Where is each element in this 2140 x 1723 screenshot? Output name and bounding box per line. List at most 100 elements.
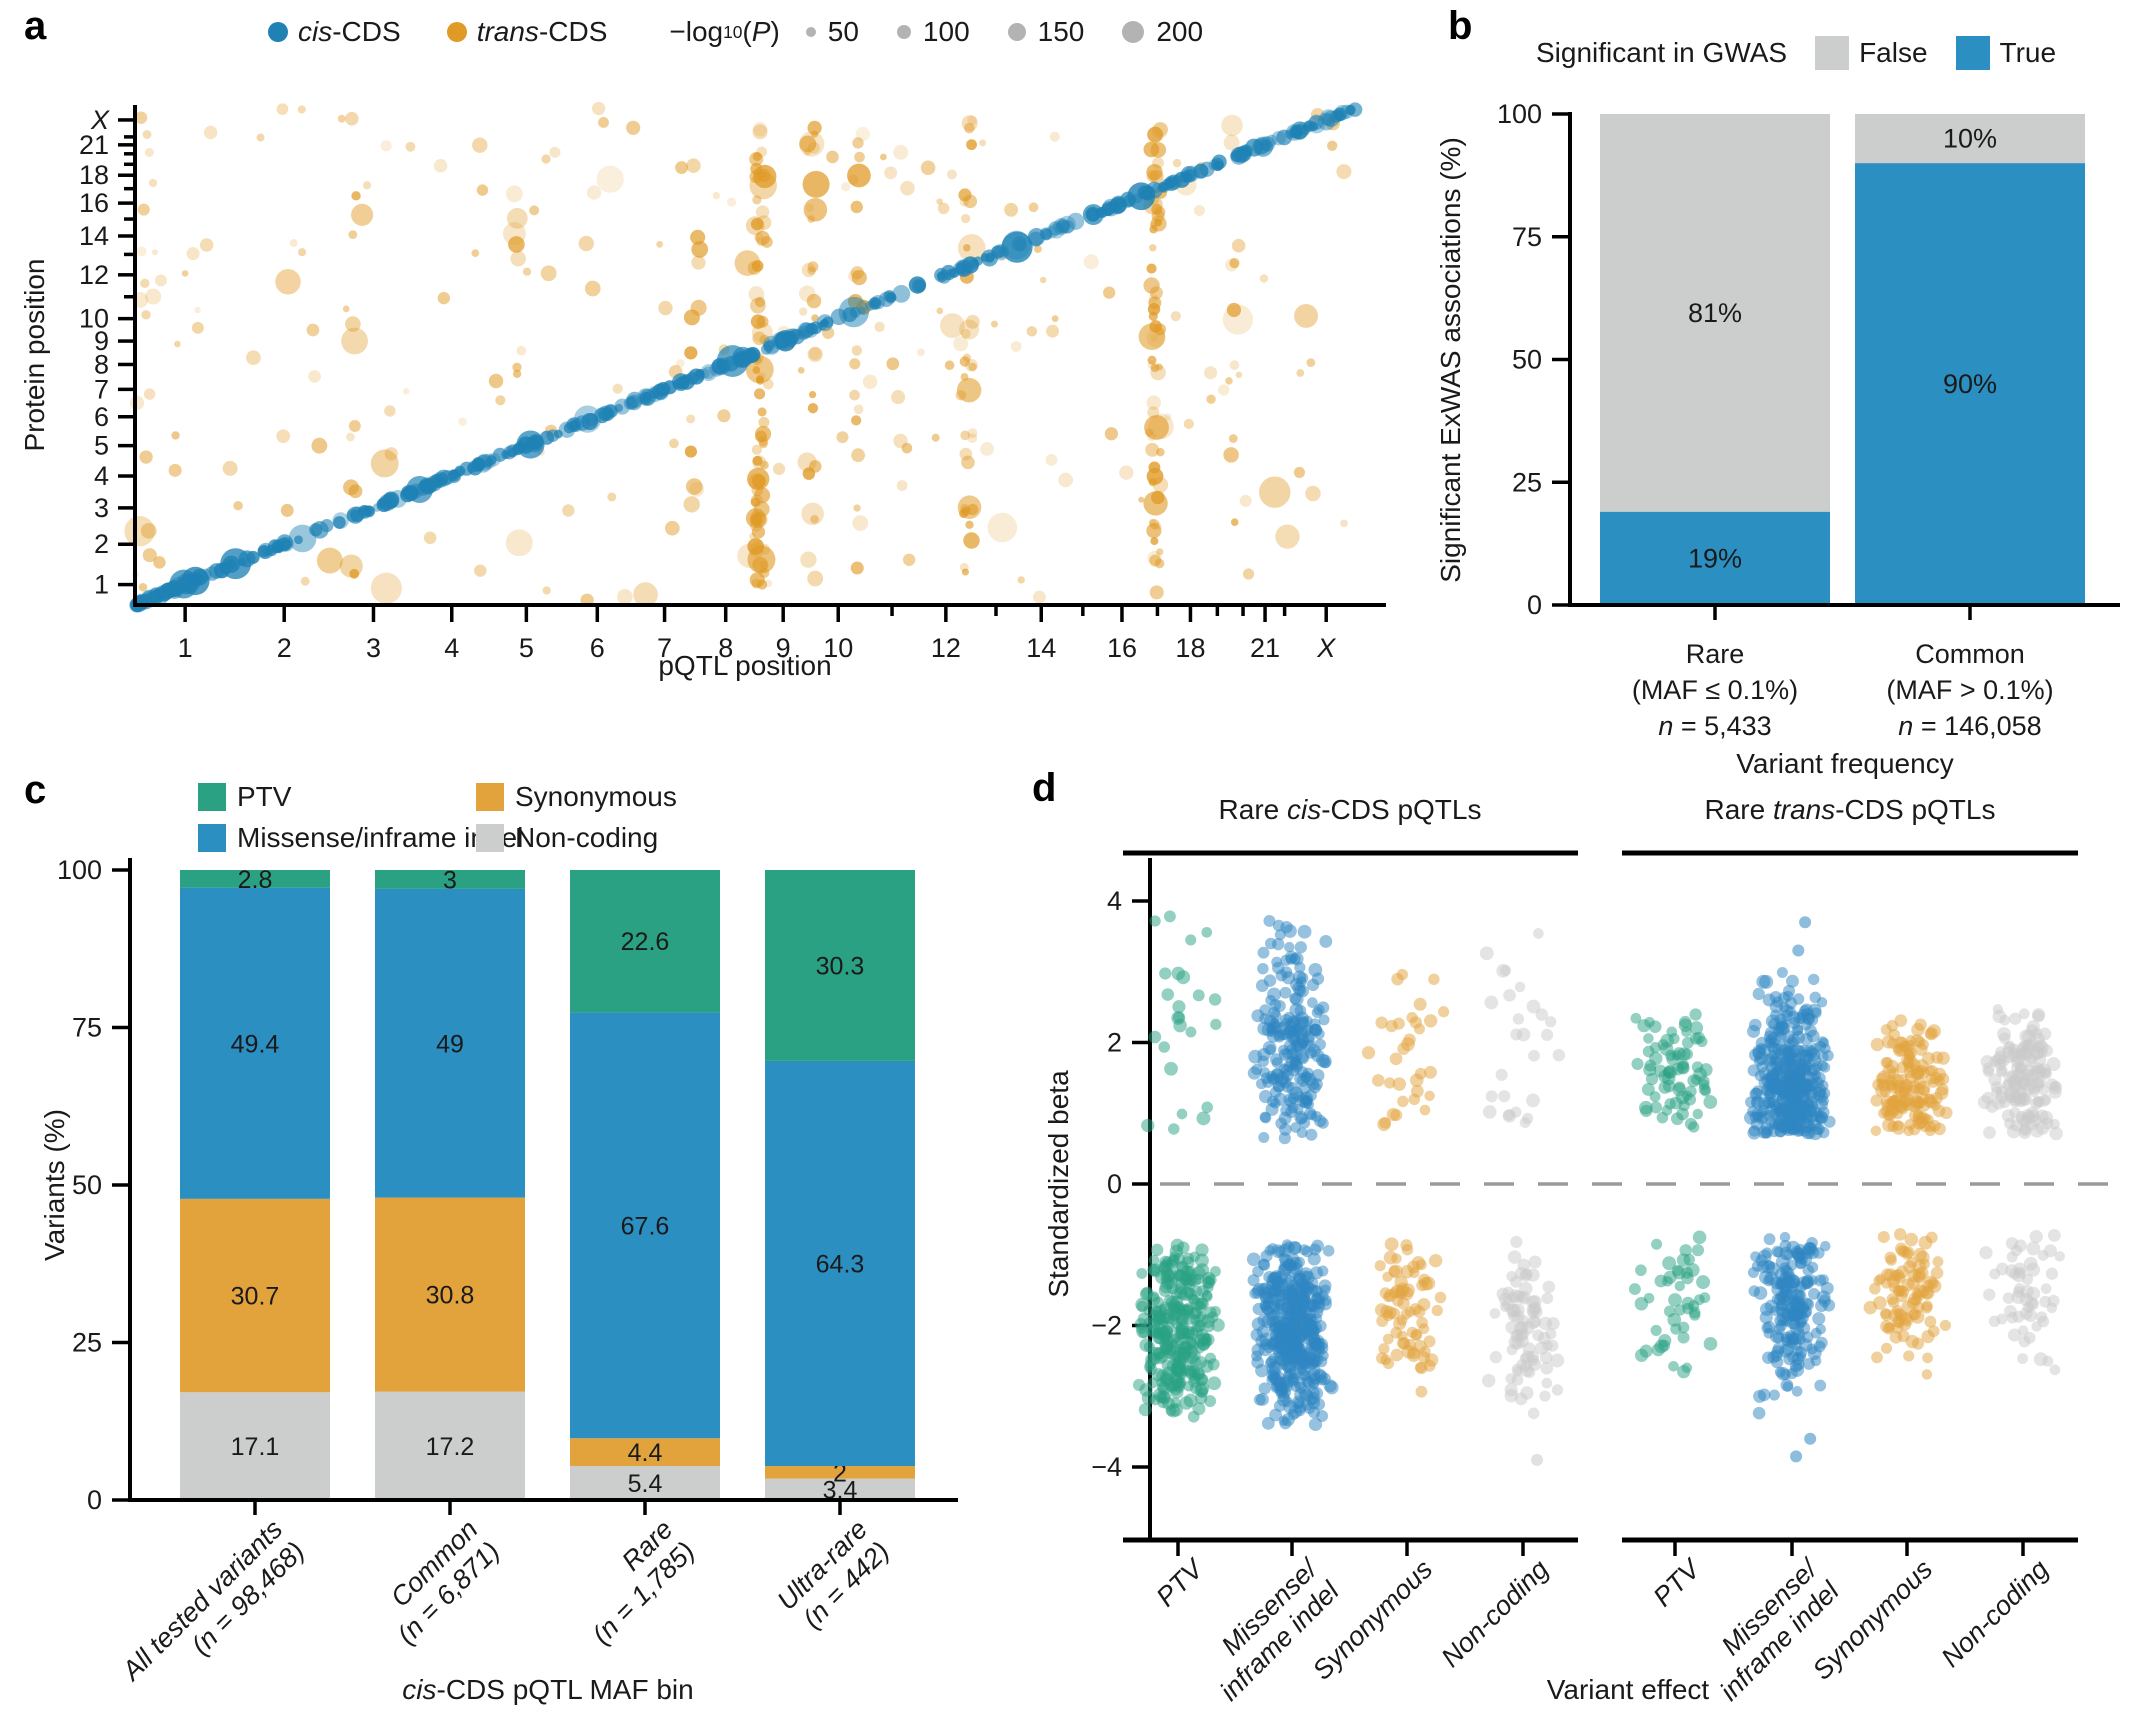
svg-text:100: 100 [57, 855, 102, 885]
svg-text:4.4: 4.4 [628, 1439, 663, 1467]
synonymous-swatch-icon [476, 783, 504, 811]
svg-text:−4: −4 [1091, 1452, 1122, 1482]
cis-cds-points [129, 102, 1363, 613]
size-dot-100-icon [896, 25, 911, 39]
svg-text:6: 6 [590, 633, 605, 663]
svg-text:5: 5 [519, 633, 534, 663]
svg-text:4: 4 [1107, 886, 1122, 916]
svg-text:1: 1 [94, 570, 109, 600]
legend-item-cis: cis-CDS [268, 16, 401, 48]
svg-text:100: 100 [1497, 99, 1542, 129]
svg-text:12: 12 [931, 633, 961, 663]
svg-text:49.4: 49.4 [231, 1030, 280, 1058]
svg-text:10: 10 [79, 304, 109, 334]
svg-text:16: 16 [79, 188, 109, 218]
panel-b-yaxis-title: Significant ExWAS associations (%) [1435, 137, 1466, 583]
panel-d-group2-header: Rare trans-CDS pQTLs [1704, 794, 1996, 825]
svg-text:5: 5 [94, 431, 109, 461]
svg-text:21: 21 [1250, 633, 1280, 663]
false-label: False [1859, 37, 1928, 68]
legend-item-ptv: PTV [198, 781, 476, 813]
trans-dot-icon [446, 22, 467, 42]
size-legend-title: −log 10(P) [669, 16, 780, 47]
svg-text:16: 16 [1107, 633, 1137, 663]
legend-item-missense: Missense/inframe indel [198, 822, 523, 854]
svg-text:12: 12 [79, 260, 109, 290]
svg-text:6: 6 [94, 402, 109, 432]
panel-a-axes: 1122334455667788991010121214141616181821… [79, 105, 1386, 663]
size-dot-50-icon [805, 27, 816, 37]
panel-b-letter: b [1448, 4, 1473, 48]
panel-b-chart: 19% 81% 90% 10% [1600, 114, 2085, 605]
noncoding-swatch-icon [476, 824, 504, 852]
svg-text:75: 75 [1512, 222, 1542, 252]
svg-text:0: 0 [1107, 1169, 1122, 1199]
size-dot-200-icon [1122, 21, 1145, 43]
legend-item-noncoding: Non-coding [476, 822, 677, 854]
svg-text:0: 0 [87, 1485, 102, 1515]
svg-text:0: 0 [1527, 590, 1542, 620]
svg-text:2: 2 [277, 633, 292, 663]
panel-c-yaxis-title: Variants (%) [39, 1109, 70, 1261]
svg-text:17.1: 17.1 [231, 1433, 280, 1461]
svg-text:X: X [90, 105, 110, 135]
svg-text:14: 14 [79, 221, 109, 251]
svg-text:49: 49 [436, 1030, 464, 1058]
true-label: True [1999, 37, 2057, 68]
svg-text:−2: −2 [1091, 1311, 1122, 1341]
svg-text:9: 9 [94, 326, 109, 356]
svg-text:10: 10 [823, 633, 853, 663]
svg-text:8: 8 [718, 633, 733, 663]
panel-b-legend: Significant in GWAS False True [1536, 36, 2056, 70]
missense-swatch-icon [198, 824, 226, 852]
svg-text:64.3: 64.3 [816, 1250, 865, 1278]
size-legend-200: 200 [1122, 16, 1203, 48]
svg-text:14: 14 [1026, 633, 1056, 663]
svg-text:7: 7 [94, 374, 109, 404]
panel-c-legend: PTV Synonymous Missense/inframe indel No… [198, 781, 677, 854]
svg-text:8: 8 [94, 349, 109, 379]
cis-dot-icon [268, 22, 288, 42]
svg-text:9: 9 [776, 633, 791, 663]
svg-text:75: 75 [72, 1013, 102, 1043]
panel-d-xaxis-title: Variant effect [1546, 1674, 1710, 1705]
panel-d-group1-header: Rare cis-CDS pQTLs [1218, 794, 1482, 825]
panel-c-xaxis-title: cis-CDS pQTL MAF bin [402, 1674, 694, 1705]
svg-text:30.7: 30.7 [231, 1283, 280, 1311]
svg-text:4: 4 [94, 461, 109, 491]
svg-text:1: 1 [178, 633, 193, 663]
svg-text:2.8: 2.8 [238, 866, 273, 894]
svg-text:4: 4 [444, 633, 459, 663]
panel-d-points [1132, 910, 2065, 1466]
svg-text:7: 7 [657, 633, 672, 663]
size-legend-50: 50 [805, 16, 859, 48]
svg-text:81%: 81% [1688, 298, 1742, 328]
panel-b-xaxis-title: Variant frequency [1736, 748, 1954, 779]
svg-text:25: 25 [72, 1328, 102, 1358]
svg-text:3: 3 [366, 633, 381, 663]
size-legend-100: 100 [896, 16, 970, 48]
legend-item-synonymous: Synonymous [476, 781, 677, 813]
panel-b-axes: 0 25 50 75 100 [1497, 99, 2120, 620]
panel-d-letter: d [1032, 766, 1057, 810]
svg-text:18: 18 [1175, 633, 1205, 663]
svg-text:21: 21 [79, 130, 109, 160]
svg-text:3: 3 [443, 866, 457, 894]
svg-text:X: X [1316, 633, 1336, 663]
gwas-legend-title: Significant in GWAS [1536, 37, 1788, 68]
cis-label: cis-CDS [298, 16, 401, 47]
svg-text:90%: 90% [1943, 369, 1997, 399]
panel-a-legend: cis-CDS trans-CDS −log 10(P) 50 100 150 2… [268, 16, 1203, 48]
panel-b-category-common: Common (MAF > 0.1%) n = 146,058 [1886, 639, 2054, 741]
panel-a-yaxis-title: Protein position [19, 258, 50, 452]
svg-text:25: 25 [1512, 467, 1542, 497]
ptv-swatch-icon [198, 783, 226, 811]
size-dot-150-icon [1007, 23, 1026, 41]
svg-text:17.2: 17.2 [426, 1433, 475, 1461]
svg-text:18: 18 [79, 160, 109, 190]
panel-b-category-rare: Rare (MAF ≤ 0.1%) n = 5,433 [1631, 639, 1799, 741]
false-swatch-icon [1815, 36, 1850, 70]
svg-text:2: 2 [1107, 1028, 1122, 1058]
panel-c-bars: 17.1 30.7 49.4 2.8 17.2 30.8 49 3 5.4 4.4 67.6 22.6… [180, 866, 915, 1504]
